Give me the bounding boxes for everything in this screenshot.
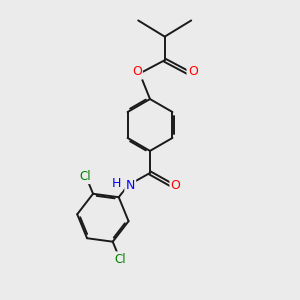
Text: N: N bbox=[126, 179, 135, 192]
Text: Cl: Cl bbox=[79, 170, 91, 183]
Text: H: H bbox=[112, 177, 122, 190]
Text: Cl: Cl bbox=[115, 253, 126, 266]
Text: O: O bbox=[188, 65, 198, 79]
Text: O: O bbox=[132, 65, 142, 79]
Text: O: O bbox=[171, 179, 181, 192]
